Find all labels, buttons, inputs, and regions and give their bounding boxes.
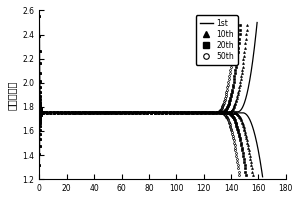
Legend: 1st, 10th, 20th, 50th: 1st, 10th, 20th, 50th xyxy=(196,15,238,65)
Y-axis label: 电压（伏）: 电压（伏） xyxy=(7,80,17,110)
